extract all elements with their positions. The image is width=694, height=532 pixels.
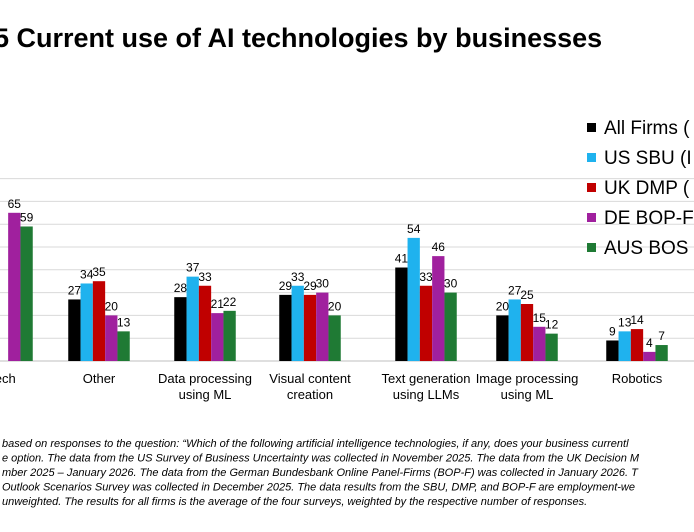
bar: [68, 299, 81, 361]
data-label: 29: [303, 279, 317, 293]
data-label: 14: [630, 313, 644, 327]
legend-label: US SBU (I: [604, 148, 692, 169]
data-label: 20: [105, 299, 119, 313]
bar: [279, 294, 292, 361]
data-label: 34: [80, 267, 94, 281]
bar: [432, 256, 445, 361]
category-label: Text generation using LLMs: [382, 371, 471, 402]
legend: All Firms ( US SBU (I UK DMP ( DE BOP-F AUS …: [587, 118, 694, 259]
legend-swatch: [587, 243, 596, 252]
bar: [419, 285, 433, 361]
bar: [80, 283, 93, 361]
data-label: 33: [198, 270, 212, 284]
legend-swatch: [587, 123, 596, 132]
bar: [407, 237, 420, 361]
category-label: Robotics: [612, 371, 663, 386]
bar: [20, 226, 33, 361]
data-label: 4: [646, 336, 653, 350]
data-label: 33: [291, 270, 305, 284]
bar: [630, 329, 644, 361]
footnote-line: mber 2025 – January 2026. The data from …: [2, 467, 639, 479]
data-label: 13: [117, 315, 131, 329]
data-label: 25: [520, 288, 534, 302]
category-label: Other: [83, 371, 116, 386]
data-label: 15: [533, 311, 547, 325]
data-label: 37: [186, 261, 200, 275]
data-label: 12: [545, 318, 559, 332]
legend-swatch: [587, 213, 596, 222]
legend-label: UK DMP (: [604, 178, 690, 199]
bar: [186, 276, 199, 361]
data-label: 33: [419, 270, 433, 284]
bar: [291, 285, 304, 361]
chart-title: 5 Current use of AI technologies by busi…: [0, 23, 602, 53]
data-label: 20: [328, 299, 342, 313]
category-label: Data processing using ML: [158, 371, 252, 402]
data-label: 29: [279, 279, 293, 293]
bar: [198, 285, 212, 361]
bar: [117, 331, 130, 361]
data-label: 20: [496, 299, 510, 313]
bar: [316, 292, 329, 361]
data-label: 41: [395, 252, 409, 266]
legend-label: DE BOP-F: [604, 208, 694, 229]
bar: [8, 212, 21, 361]
bar: [496, 315, 509, 361]
bar: [395, 267, 408, 361]
data-label: 30: [316, 277, 330, 291]
data-label: 30: [444, 277, 458, 291]
footnote-line: unweighted. The results for all firms is…: [2, 496, 587, 508]
data-label: 22: [223, 295, 237, 309]
data-label: 7: [658, 329, 665, 343]
bar: [444, 292, 457, 361]
bar: [223, 310, 236, 361]
bar: [328, 315, 341, 361]
bar: [643, 351, 656, 361]
bar: [303, 294, 317, 361]
bar: [533, 326, 546, 361]
data-label: 54: [407, 222, 421, 236]
category-label: Image processing using ML: [476, 371, 579, 402]
data-label: 27: [68, 283, 82, 297]
footnote: based on responses to the question: “Whi…: [2, 438, 640, 508]
legend-label: All Firms (: [604, 118, 690, 139]
data-label: 59: [20, 210, 34, 224]
data-label: 21: [211, 297, 225, 311]
legend-label: AUS BOS: [604, 238, 688, 259]
data-label: 46: [432, 240, 446, 254]
data-label: 65: [8, 197, 22, 211]
data-label: 28: [174, 281, 188, 295]
data-label: 9: [609, 324, 616, 338]
bar: [520, 304, 534, 361]
legend-swatch: [587, 153, 596, 162]
bar: [655, 345, 668, 361]
data-label: 35: [92, 265, 106, 279]
bar: [508, 299, 521, 361]
bars: [8, 212, 668, 361]
bar: [545, 333, 558, 361]
footnote-line: based on responses to the question: “Whi…: [2, 438, 629, 450]
bar: [174, 297, 187, 361]
footnote-line: Outlook Scenarios Survey was collected i…: [2, 482, 635, 494]
category-label: Visual content creation: [269, 371, 351, 402]
bar: [92, 281, 106, 361]
data-labels: 6559273435201328373321222933293020415433…: [8, 197, 666, 350]
bar: [105, 315, 118, 361]
bar: [618, 331, 631, 361]
category-label: Tech: [0, 371, 16, 386]
data-label: 13: [618, 315, 632, 329]
data-label: 27: [508, 283, 522, 297]
bar: [606, 340, 619, 361]
legend-swatch: [587, 183, 596, 192]
footnote-line: e option. The data from the US Survey of…: [2, 453, 640, 465]
bar: [211, 313, 224, 361]
